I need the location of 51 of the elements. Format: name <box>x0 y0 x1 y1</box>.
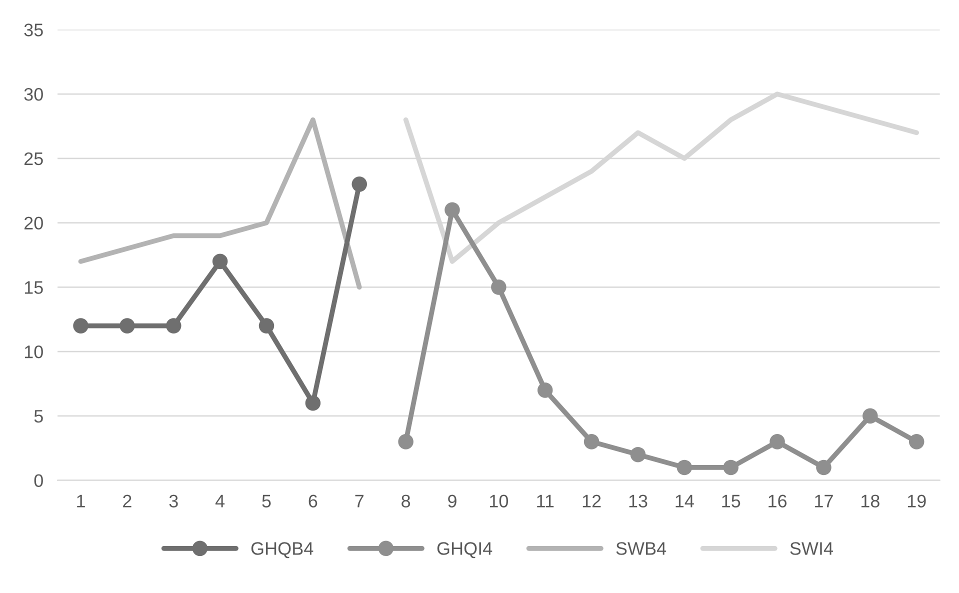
y-tick-label: 5 <box>34 410 43 423</box>
point <box>537 382 553 398</box>
point <box>491 280 506 295</box>
x-tick-label: 19 <box>908 494 926 508</box>
point <box>305 395 321 411</box>
point <box>770 434 785 450</box>
x-tick-label: 7 <box>355 494 364 508</box>
point <box>908 434 924 450</box>
point <box>73 318 88 334</box>
point <box>444 202 460 218</box>
legend-label: GHQB4 <box>251 542 314 558</box>
y-tick-label: 35 <box>24 24 43 36</box>
legend-label: GHQI4 <box>437 542 492 558</box>
x-tick-label: 9 <box>448 494 456 508</box>
y-tick-label: 10 <box>24 346 43 358</box>
x-tick-label: 1 <box>77 494 85 508</box>
x-tick-label: 12 <box>582 494 601 508</box>
x-tick-label: 8 <box>402 494 410 508</box>
point <box>352 176 368 192</box>
x-tick-label: 5 <box>262 494 271 508</box>
x-tick-label: 17 <box>815 494 833 508</box>
x-tick-label: 6 <box>308 494 318 508</box>
point <box>862 408 878 424</box>
x-tick-label: 15 <box>722 494 740 508</box>
point <box>816 460 832 476</box>
point <box>723 460 738 476</box>
x-tick-label: 3 <box>169 494 178 508</box>
point <box>258 318 274 334</box>
line-series <box>78 117 362 290</box>
x-tick-label: 11 <box>537 494 554 508</box>
y-tick-label: 20 <box>24 216 43 230</box>
y-tick-label: 25 <box>24 152 43 166</box>
point <box>676 460 692 476</box>
y-tick-label: 30 <box>24 88 43 101</box>
point <box>166 318 182 334</box>
point <box>120 318 135 334</box>
x-tick-label: 4 <box>215 494 225 508</box>
x-tick-label: 14 <box>676 494 694 508</box>
x-tick-label: 13 <box>629 494 648 508</box>
x-tick-label: 16 <box>768 494 787 508</box>
legend-label: SWI4 <box>790 542 834 555</box>
y-tick-label: 0 <box>34 474 43 488</box>
x-tick-label: 10 <box>490 494 508 508</box>
x-tick-label: 18 <box>862 494 880 508</box>
point <box>584 434 600 450</box>
x-tick-label: 2 <box>123 494 132 508</box>
point <box>398 434 414 450</box>
legend-label: SWB4 <box>616 542 666 555</box>
point <box>630 446 646 462</box>
point <box>212 254 228 270</box>
y-tick-label: 15 <box>24 281 43 294</box>
